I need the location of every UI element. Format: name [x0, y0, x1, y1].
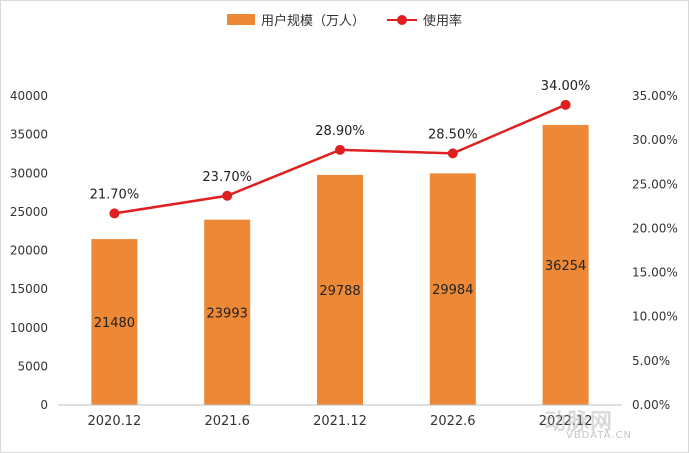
y-right-tick-label: 35.00% — [632, 89, 678, 103]
usage-rate-point — [560, 99, 571, 110]
y-left-tick-label: 35000 — [10, 128, 48, 142]
usage-rate-label: 28.90% — [315, 124, 365, 139]
x-tick-label: 2022.12 — [539, 414, 593, 429]
bar-value-label: 29788 — [319, 284, 360, 299]
bar-value-label: 21480 — [94, 316, 135, 331]
bar-value-label: 29984 — [432, 283, 473, 298]
usage-rate-label: 28.50% — [428, 127, 478, 142]
x-tick-label: 2021.12 — [313, 414, 367, 429]
usage-rate-label: 23.70% — [202, 170, 252, 185]
usage-rate-point — [447, 148, 458, 159]
legend: 用户规模（万人） 使用率 — [0, 10, 689, 29]
bar-value-label: 23993 — [207, 306, 248, 321]
y-left-tick-label: 5000 — [17, 359, 48, 373]
bar-2022.12 — [542, 124, 589, 405]
y-right-tick-label: 20.00% — [632, 221, 678, 235]
y-left-tick-label: 40000 — [10, 89, 48, 103]
bar-value-label: 36254 — [545, 259, 586, 274]
bar-2021.6 — [204, 219, 251, 405]
y-left-tick-label: 0 — [40, 398, 48, 412]
y-right-tick-label: 30.00% — [632, 133, 678, 147]
legend-bar-swatch — [226, 14, 255, 25]
legend-line-swatch — [387, 14, 417, 26]
y-right-tick-label: 25.00% — [632, 177, 678, 191]
y-left-tick-label: 20000 — [10, 244, 48, 258]
usage-rate-label: 21.70% — [90, 187, 140, 202]
watermark-url: VBDATA.CN — [566, 430, 632, 441]
y-left-tick-label: 25000 — [10, 205, 48, 219]
bar-2020.12 — [91, 239, 138, 405]
x-tick-label: 2022.6 — [430, 414, 476, 429]
usage-rate-point — [335, 144, 345, 155]
x-tick-label: 2020.12 — [88, 414, 142, 429]
y-left-tick-label: 30000 — [10, 166, 48, 180]
legend-item-rate: 使用率 — [387, 10, 462, 29]
y-left-tick-label: 15000 — [10, 282, 48, 296]
bar-2022.6 — [429, 173, 476, 405]
y-left-tick-label: 10000 — [10, 321, 48, 335]
usage-rate-label: 34.00% — [541, 79, 591, 94]
y-right-tick-label: 5.00% — [632, 354, 670, 368]
legend-item-users: 用户规模（万人） — [226, 10, 365, 29]
y-right-tick-label: 0.00% — [632, 398, 670, 412]
x-tick-label: 2021.6 — [204, 414, 250, 429]
legend-line-label: 使用率 — [423, 14, 463, 29]
watermark-logo: 动脉网 — [544, 410, 614, 435]
legend-bar-label: 用户规模（万人） — [260, 14, 365, 29]
usage-rate-point — [222, 190, 233, 201]
usage-rate-point — [109, 208, 120, 219]
watermark: 动脉网 VBDATA.CN — [540, 400, 680, 446]
bar-2021.12 — [317, 174, 363, 405]
y-right-tick-label: 15.00% — [632, 266, 678, 280]
y-right-tick-label: 10.00% — [632, 310, 678, 324]
